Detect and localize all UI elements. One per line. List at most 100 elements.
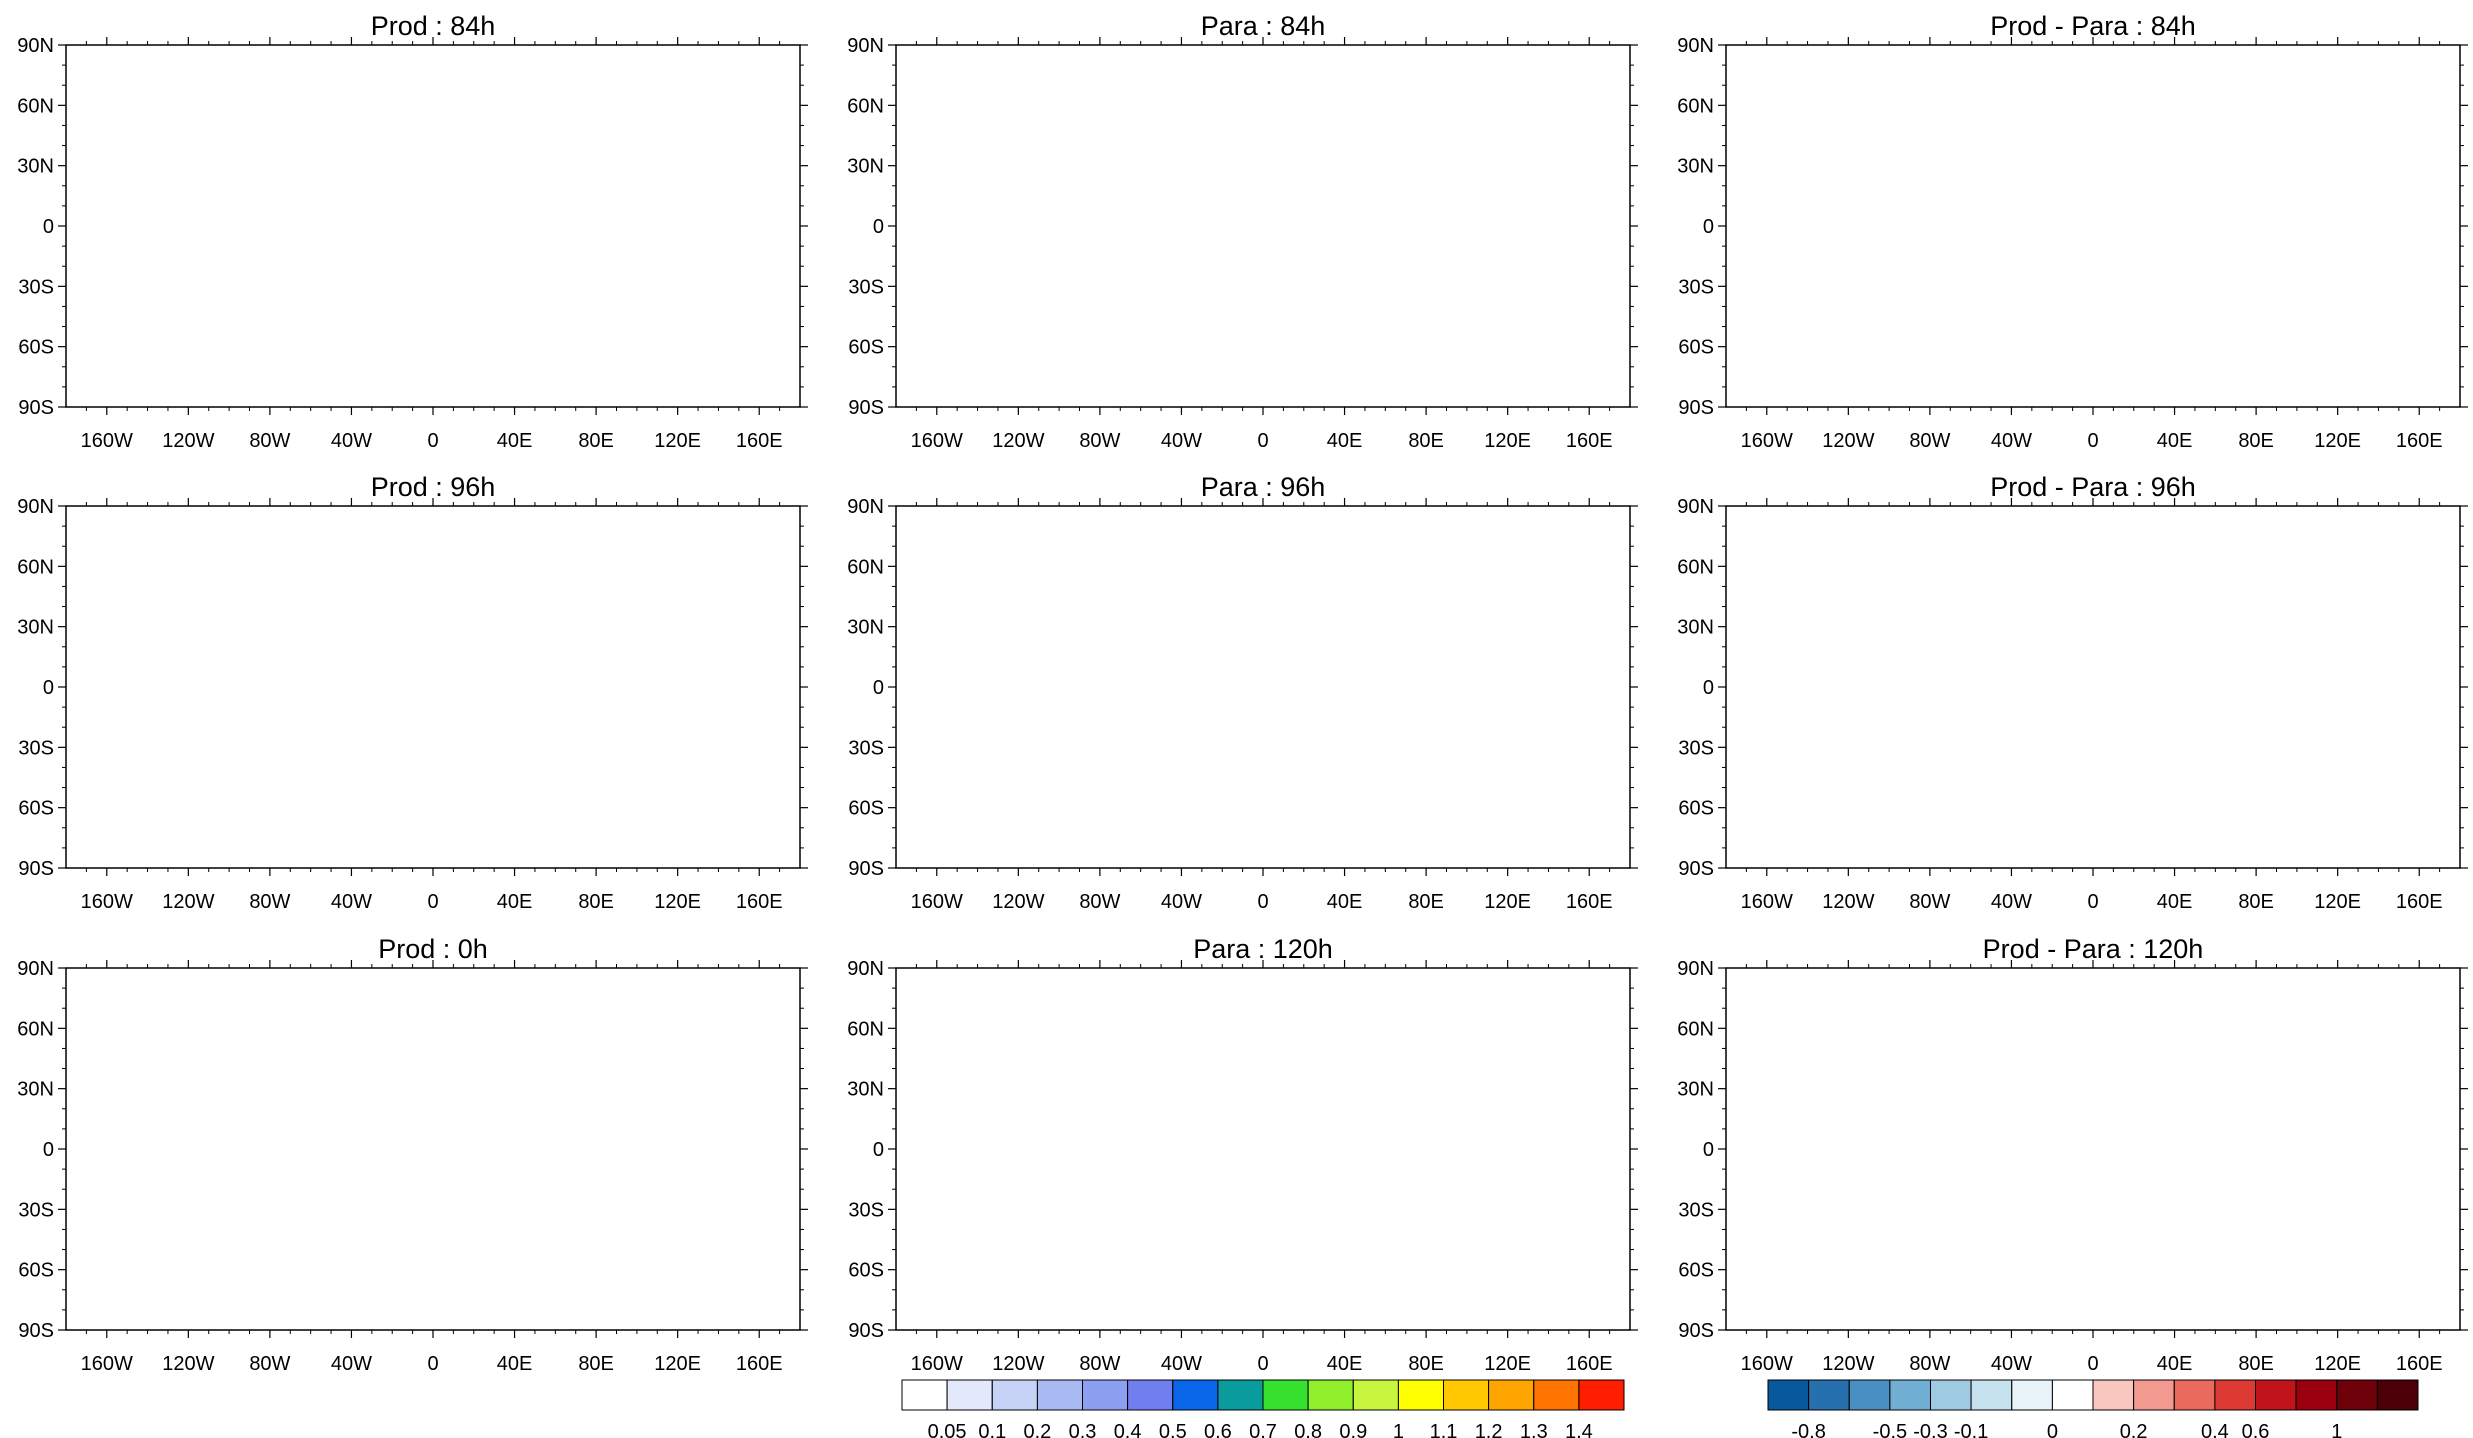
colorbar-label: -0.3 [1913, 1421, 1947, 1438]
colorbar-label: -0.8 [1791, 1421, 1825, 1438]
colorbar-swatch [2255, 1379, 2297, 1411]
lon-label: 40E [1327, 430, 1363, 452]
colorbar-swatch [1082, 1379, 1129, 1411]
lat-label: 60S [848, 1260, 884, 1282]
lat-label: 90N [17, 35, 54, 57]
colorbar-swatch [2051, 1379, 2094, 1411]
colorbar-swatch [1488, 1379, 1535, 1411]
colorbar-swatch [991, 1379, 1038, 1411]
colorbar-label: -0.1 [1954, 1421, 1988, 1438]
colorbar-swatch [1127, 1379, 1174, 1411]
lat-label: 90N [1677, 35, 1714, 57]
lon-label: 0 [2087, 891, 2098, 913]
colorbar-swatch [1930, 1379, 1972, 1411]
colorbar-label: 1.4 [1565, 1421, 1593, 1438]
panel-title: Prod : 0h [378, 934, 488, 964]
colorbar-swatch [2173, 1379, 2216, 1411]
lat-label: 60S [848, 337, 884, 359]
lat-label: 30N [847, 1079, 884, 1101]
lon-label: 40E [2157, 891, 2193, 913]
colorbar-swatch [1848, 1379, 1891, 1411]
lat-label: 60N [1677, 1018, 1714, 1040]
lat-label: 30S [18, 276, 54, 298]
lon-label: 0 [1257, 1353, 1268, 1375]
lon-label: 0 [427, 1353, 438, 1375]
colorbar-swatch [901, 1379, 948, 1411]
lat-label: 60N [1677, 95, 1714, 117]
lon-label: 40E [497, 430, 533, 452]
lon-label: 120E [1484, 891, 1531, 913]
lat-label: 60S [18, 798, 54, 820]
lat-label: 0 [43, 677, 54, 699]
colorbar-label: 0.6 [1204, 1421, 1232, 1438]
lat-label: 60S [848, 798, 884, 820]
colorbar-swatch [1307, 1379, 1354, 1411]
lon-label: 120E [2314, 430, 2361, 452]
lon-label: 0 [2087, 1353, 2098, 1375]
lon-label: 0 [2087, 430, 2098, 452]
lon-label: 120W [992, 430, 1044, 452]
panel-title: Para : 84h [1201, 11, 1326, 41]
lat-label: 60S [1678, 1260, 1714, 1282]
lat-label: 30N [1677, 617, 1714, 639]
lat-label: 90N [1677, 496, 1714, 518]
panel-para-96h: Para : 96h 90N 60N 30N 0 30S 60S 90S 160W 120W 80W… [847, 472, 1638, 913]
lat-label: 90S [1678, 397, 1714, 419]
colorbar-swatch [1262, 1379, 1309, 1411]
lat-label: 60S [1678, 337, 1714, 359]
panel-title: Prod - Para : 84h [1990, 11, 2196, 41]
lat-label: 30S [848, 737, 884, 759]
lat-label: 90N [17, 958, 54, 980]
lat-label: 90S [1678, 1320, 1714, 1342]
lon-label: 120E [654, 430, 701, 452]
lon-label: 160W [911, 1353, 963, 1375]
lon-label: 80W [1909, 1353, 1950, 1375]
lon-label: 80W [1079, 1353, 1120, 1375]
lon-label: 40W [331, 1353, 372, 1375]
lat-label: 90N [847, 35, 884, 57]
colorbar-label: 0.3 [1069, 1421, 1097, 1438]
colorbar-swatch [2133, 1379, 2175, 1411]
colorbar-swatch [946, 1379, 993, 1411]
lon-label: 40E [1327, 1353, 1363, 1375]
lon-label: 160W [911, 891, 963, 913]
lon-label: 160W [81, 1353, 133, 1375]
lon-label: 80W [1079, 430, 1120, 452]
panel-title: Prod : 84h [371, 11, 496, 41]
lat-label: 60N [17, 556, 54, 578]
lon-label: 160E [1566, 891, 1613, 913]
colorbar-label: 1.3 [1520, 1421, 1548, 1438]
lon-label: 80W [249, 430, 290, 452]
lon-label: 0 [1257, 891, 1268, 913]
colorbar-label: 0.7 [1249, 1421, 1277, 1438]
map-frame [1725, 967, 2461, 1331]
lon-label: 40E [2157, 430, 2193, 452]
lat-label: 90N [17, 496, 54, 518]
lat-label: 30S [1678, 1199, 1714, 1221]
colorbar-label: 0 [2047, 1421, 2058, 1438]
lat-label: 60S [1678, 798, 1714, 820]
lon-label: 40W [1161, 1353, 1202, 1375]
panel-prod-96h: Prod : 96h 90N 60N 30N 0 30S 60S 90S 160W 120W 80W… [17, 472, 808, 913]
lon-label: 160E [2396, 430, 2443, 452]
lat-label: 0 [873, 216, 884, 238]
colorbar-swatch [1889, 1379, 1931, 1411]
lon-label: 0 [1257, 430, 1268, 452]
lon-label: 80W [1079, 891, 1120, 913]
map-frame [65, 44, 801, 408]
lat-label: 60S [18, 1260, 54, 1282]
lon-label: 0 [427, 891, 438, 913]
panel-diff-120h: Prod - Para : 120h 90N 60N 30N 0 30S 60S 90S 160… [1677, 934, 2468, 1375]
lat-label: 0 [43, 1139, 54, 1161]
colorbar-swatch [2376, 1379, 2419, 1411]
colorbar-swatch [1443, 1379, 1490, 1411]
lon-label: 80E [2238, 891, 2274, 913]
lat-label: 30N [847, 156, 884, 178]
panel-prod-84h: Prod : 84h 90N 60N 30N 0 30S 60S 90S 160W 120W 80W… [17, 11, 808, 452]
lon-label: 40W [1991, 430, 2032, 452]
lat-label: 60N [17, 95, 54, 117]
field-colorbar: 0.05 0.1 0.2 0.3 0.4 0.5 0.6 0.7 0.8 0.9 1 1.1 1.2 1.… [901, 1379, 1625, 1438]
panel-title: Prod : 96h [371, 472, 496, 502]
lon-label: 160W [1741, 430, 1793, 452]
panel-prod-0h: Prod : 0h 90N 60N 30N 0 30S 60S 90S 160W 120W 80W 4… [17, 934, 808, 1375]
